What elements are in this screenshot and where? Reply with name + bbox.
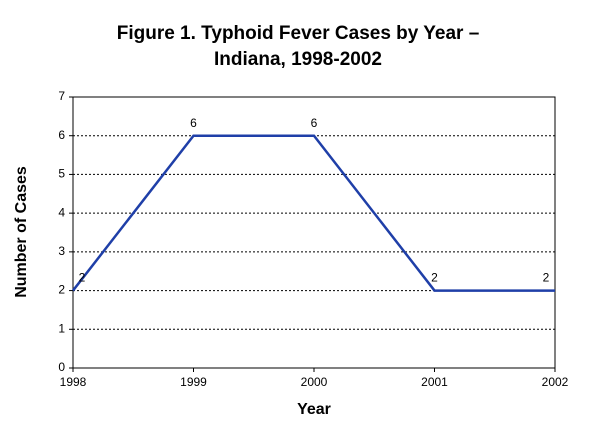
data-label: 6 [190, 116, 197, 130]
y-tick-label: 4 [58, 205, 65, 219]
data-label: 2 [79, 271, 86, 285]
x-tick-label: 1998 [60, 375, 87, 389]
y-tick-label: 5 [58, 167, 65, 181]
data-label: 2 [543, 271, 550, 285]
x-tick-label: 1999 [180, 375, 207, 389]
x-tick-label: 2002 [542, 375, 569, 389]
data-label: 6 [311, 116, 318, 130]
chart-title: Indiana, 1998-2002 [214, 49, 382, 70]
y-axis-title: Number of Cases [13, 166, 30, 298]
chart-title: Figure 1. Typhoid Fever Cases by Year – [117, 23, 480, 44]
x-tick-label: 2001 [421, 375, 448, 389]
x-tick-label: 2000 [301, 375, 328, 389]
y-tick-label: 1 [58, 321, 65, 335]
y-tick-label: 0 [58, 360, 65, 374]
y-tick-label: 3 [58, 244, 65, 258]
y-tick-label: 7 [58, 89, 65, 103]
y-tick-label: 2 [58, 283, 65, 297]
y-tick-label: 6 [58, 128, 65, 142]
data-label: 2 [431, 271, 438, 285]
x-axis-title: Year [297, 401, 331, 418]
line [72, 134, 555, 292]
